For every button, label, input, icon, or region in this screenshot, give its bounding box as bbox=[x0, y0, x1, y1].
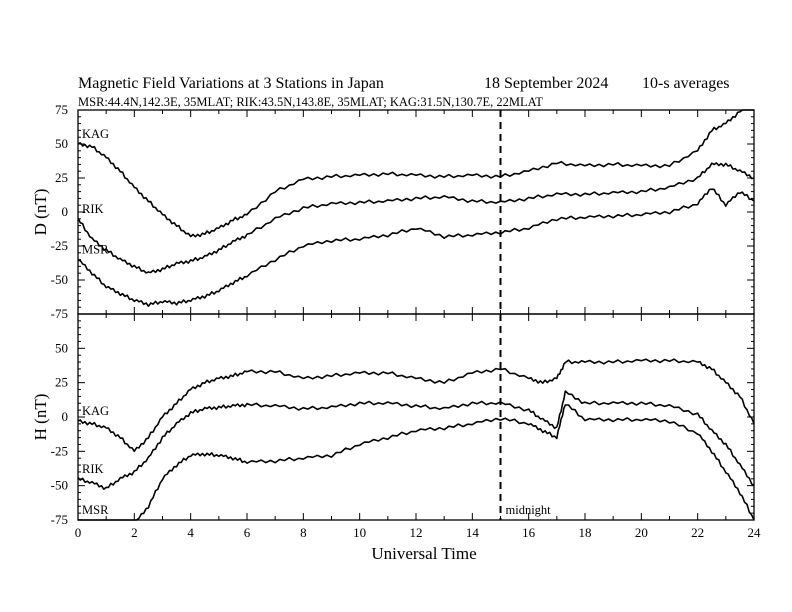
series-line-kag bbox=[77, 109, 754, 238]
series-label-msr: MSR bbox=[82, 243, 109, 257]
series-label-rik: RIK bbox=[82, 462, 104, 476]
y-tick-label: 75 bbox=[55, 102, 68, 117]
x-tick-label: 6 bbox=[244, 525, 251, 540]
series-line-rik bbox=[77, 162, 755, 274]
y-tick-label: -75 bbox=[51, 306, 68, 321]
y-tick-label: 0 bbox=[62, 204, 69, 219]
y-axis-label: H (nT) bbox=[31, 394, 50, 441]
series-line-rik bbox=[77, 390, 755, 490]
y-tick-label: 0 bbox=[62, 409, 69, 424]
y-tick-label: 50 bbox=[55, 136, 68, 151]
series-line-msr bbox=[77, 188, 755, 307]
x-tick-label: 18 bbox=[579, 525, 592, 540]
x-tick-label: 4 bbox=[187, 525, 194, 540]
y-tick-label: -50 bbox=[51, 478, 68, 493]
series-label-msr: MSR bbox=[82, 503, 109, 517]
x-tick-label: 24 bbox=[748, 525, 762, 540]
x-tick-label: 22 bbox=[691, 525, 704, 540]
chart-averaging: 10-s averages bbox=[642, 75, 730, 92]
y-axis-label: D (nT) bbox=[31, 189, 50, 236]
chart-subtitle: MSR:44.4N,142.3E, 35MLAT; RIK:43.5N,143.… bbox=[78, 95, 543, 109]
x-tick-label: 20 bbox=[635, 525, 648, 540]
midnight-label: midnight bbox=[506, 503, 552, 517]
y-tick-label: 25 bbox=[55, 375, 68, 390]
series-label-kag: KAG bbox=[82, 127, 109, 141]
chart-title: Magnetic Field Variations at 3 Stations … bbox=[78, 75, 384, 92]
x-tick-label: 2 bbox=[131, 525, 138, 540]
y-tick-label: -75 bbox=[51, 512, 68, 527]
chart-date: 18 September 2024 bbox=[484, 75, 608, 92]
x-tick-label: 10 bbox=[353, 525, 366, 540]
d-panel: 75 50 25 0 -25 -50 -75 D (nT) KAG RIK MSR bbox=[31, 102, 755, 321]
y-tick-label: -25 bbox=[51, 238, 68, 253]
plot-frame bbox=[77, 313, 755, 521]
y-tick-label: -25 bbox=[51, 443, 68, 458]
x-axis-label: Universal Time bbox=[371, 544, 476, 563]
x-tick-label: 8 bbox=[300, 525, 307, 540]
plot-frame bbox=[77, 109, 755, 315]
x-tick-label: 14 bbox=[466, 525, 480, 540]
y-tick-label: 50 bbox=[55, 340, 68, 355]
series-line-kag bbox=[77, 358, 755, 453]
y-tick-label: -50 bbox=[51, 272, 68, 287]
x-tick-label: 16 bbox=[522, 525, 536, 540]
x-tick-label: 0 bbox=[75, 525, 82, 540]
series-line-msr bbox=[77, 404, 755, 521]
y-tick-label: 25 bbox=[55, 170, 68, 185]
series-label-kag: KAG bbox=[82, 404, 109, 418]
series-label-rik: RIK bbox=[82, 202, 104, 216]
x-tick-label: 12 bbox=[410, 525, 423, 540]
